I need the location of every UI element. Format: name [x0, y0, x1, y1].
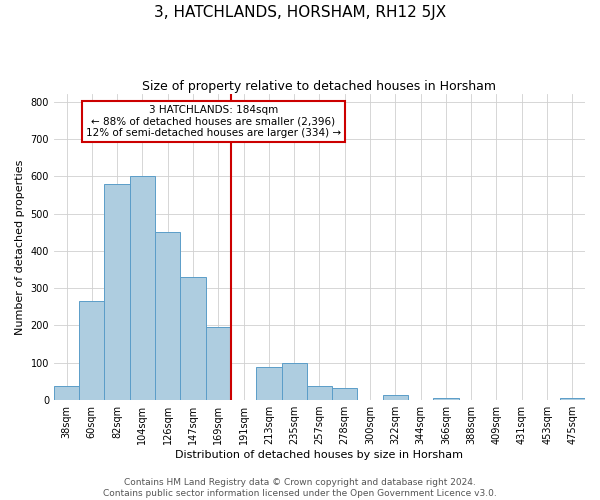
Bar: [54, 386, 79, 400]
X-axis label: Distribution of detached houses by size in Horsham: Distribution of detached houses by size …: [175, 450, 463, 460]
Bar: [433, 398, 458, 400]
Y-axis label: Number of detached properties: Number of detached properties: [15, 160, 25, 335]
Text: 3, HATCHLANDS, HORSHAM, RH12 5JX: 3, HATCHLANDS, HORSHAM, RH12 5JX: [154, 5, 446, 20]
Bar: [332, 388, 358, 400]
Title: Size of property relative to detached houses in Horsham: Size of property relative to detached ho…: [142, 80, 496, 93]
Bar: [281, 363, 307, 400]
Text: 3 HATCHLANDS: 184sqm
← 88% of detached houses are smaller (2,396)
12% of semi-de: 3 HATCHLANDS: 184sqm ← 88% of detached h…: [86, 105, 341, 138]
Bar: [256, 366, 281, 400]
Bar: [181, 277, 206, 400]
Bar: [307, 386, 332, 400]
Bar: [383, 395, 408, 400]
Bar: [560, 398, 585, 400]
Text: Contains HM Land Registry data © Crown copyright and database right 2024.
Contai: Contains HM Land Registry data © Crown c…: [103, 478, 497, 498]
Bar: [79, 301, 104, 400]
Bar: [155, 232, 181, 400]
Bar: [206, 326, 231, 400]
Bar: [104, 184, 130, 400]
Bar: [130, 176, 155, 400]
